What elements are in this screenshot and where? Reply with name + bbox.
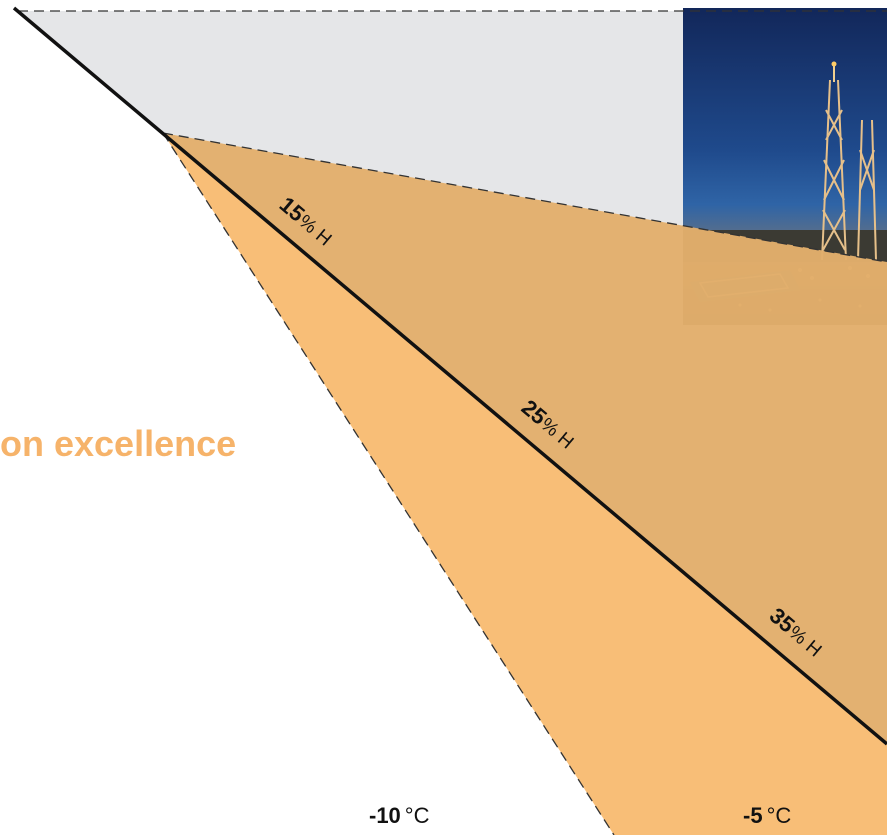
temperature-label-minus-5: -5 °C xyxy=(743,803,792,828)
inner-zone xyxy=(163,133,887,835)
outer-zone xyxy=(18,11,887,262)
upper-dashed-boundary xyxy=(162,132,887,263)
temperature-label-minus-10: -10 °C xyxy=(369,803,430,828)
headline: on excellence xyxy=(0,423,237,464)
lower-dashed-boundary xyxy=(162,132,615,835)
humidity-line xyxy=(12,6,887,746)
